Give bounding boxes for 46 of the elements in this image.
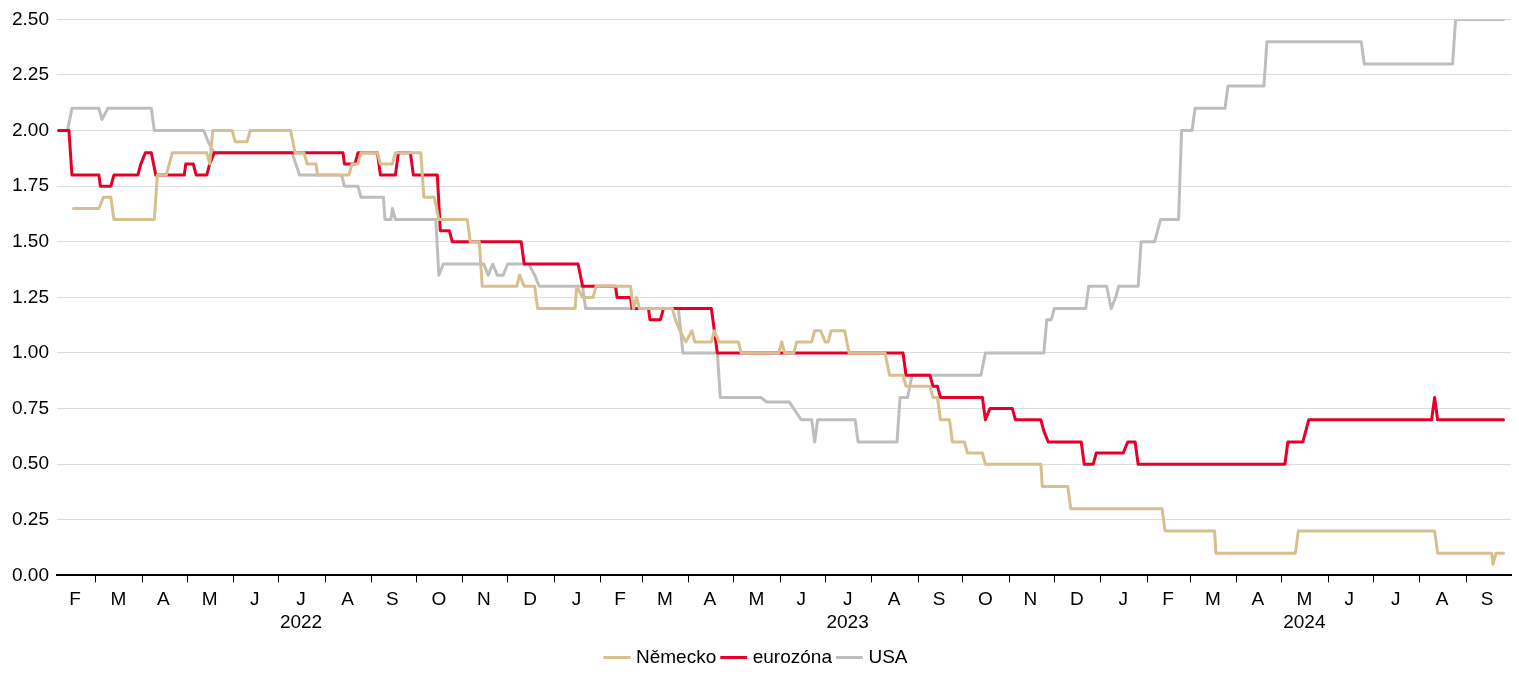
x-tick-label: J (796, 588, 806, 610)
x-tick-label: J (1390, 588, 1401, 610)
legend-label: Německo (635, 645, 717, 667)
y-tick-label: 2.25 (12, 63, 49, 85)
x-tick-label: J 2022 (279, 588, 323, 632)
x-tick-label: F (69, 588, 81, 610)
x-tick-label: D (1069, 588, 1084, 610)
x-tick-label: M (110, 588, 127, 610)
x-tick-label: J (1118, 588, 1128, 610)
x-tick-label: J 2023 (826, 588, 869, 632)
x-tick-label: M (657, 588, 673, 610)
y-tick-label: 0.00 (12, 563, 49, 585)
x-tick-label: A (887, 588, 901, 610)
x-tick-label: J (571, 588, 582, 610)
x-tick-label: A (341, 588, 355, 610)
x-tick-label: A (156, 588, 170, 610)
x-tick-label: F (614, 588, 626, 610)
x-tick-label: N (476, 588, 491, 610)
y-tick-label: 1.50 (12, 230, 49, 252)
x-tick-label: J (249, 588, 260, 610)
x-tick-label: A (703, 588, 717, 610)
y-tick-label: 2.00 (12, 118, 49, 140)
x-tick-label: F (1162, 588, 1174, 610)
x-tick-label: N (1023, 588, 1038, 610)
x-tick-label: D (523, 588, 538, 610)
y-tick-label: 1.25 (12, 285, 49, 307)
x-tick-label: J (1344, 588, 1355, 610)
x-tick-label: M (201, 588, 218, 610)
y-tick-label: 2.50 (12, 7, 49, 29)
x-tick-label: S (932, 588, 946, 610)
y-tick-label: 0.50 (12, 452, 49, 474)
x-tick-label: M 2024 (1283, 588, 1326, 632)
legend-label: USA (868, 645, 908, 667)
x-tick-label: S (1480, 588, 1494, 610)
x-tick-label: S (386, 588, 399, 610)
y-tick-label: 1.00 (12, 341, 49, 363)
x-tick-label: A (1435, 588, 1449, 610)
x-tick-label: O (431, 588, 447, 610)
legend-label: eurozóna (752, 645, 833, 667)
y-tick-label: 1.75 (12, 174, 49, 196)
y-tick-label: 0.75 (12, 396, 49, 418)
x-tick-label: M (1205, 588, 1221, 610)
x-tick-label: O (978, 588, 993, 610)
y-tick-label: 0.25 (12, 508, 49, 530)
x-tick-label: M (748, 588, 765, 610)
x-tick-label: A (1251, 588, 1265, 610)
